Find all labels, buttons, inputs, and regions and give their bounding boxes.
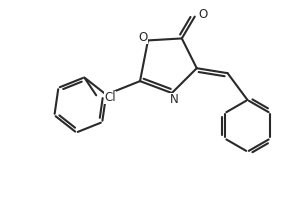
Text: N: N — [169, 92, 178, 106]
Text: O: O — [138, 31, 148, 44]
Text: O: O — [198, 8, 207, 21]
Text: Cl: Cl — [104, 91, 116, 104]
